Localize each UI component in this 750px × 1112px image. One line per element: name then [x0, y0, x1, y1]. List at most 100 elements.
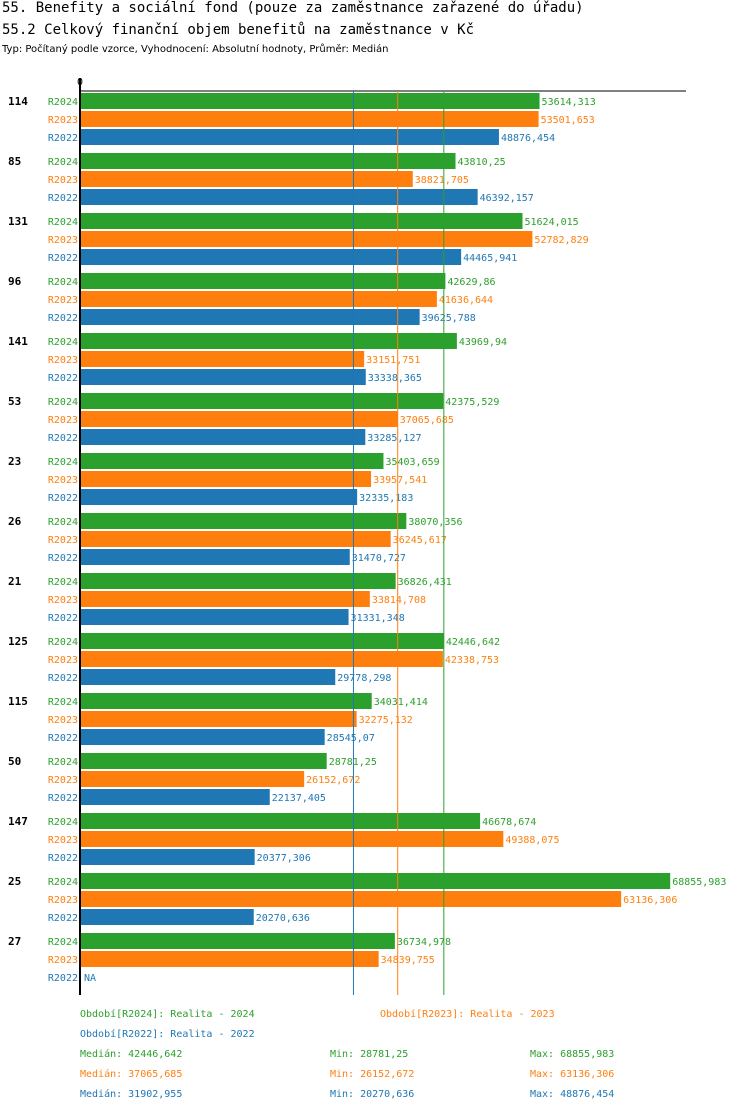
chart-title: 55. Benefity a sociální fond (pouze za z… — [2, 0, 584, 16]
bar-value-label: 35403,659 — [385, 457, 439, 468]
bar — [80, 129, 499, 145]
series-label: R2023 — [48, 415, 78, 426]
bar-value-label: 51624,015 — [524, 217, 578, 228]
series-label: R2024 — [48, 337, 78, 348]
bar — [80, 351, 365, 367]
bar-value-label: 29778,298 — [337, 673, 391, 684]
bar-value-label: 33338,365 — [368, 373, 422, 384]
bar — [80, 513, 407, 529]
bar-value-label: 43969,94 — [459, 337, 507, 348]
legend-max: Max: 68855,983 — [530, 1049, 614, 1060]
bar-value-label: 36826,431 — [398, 577, 452, 588]
bar-value-label: 49388,075 — [505, 835, 559, 846]
legend-period-r2024: Období[R2024]: Realita - 2024 — [80, 1008, 255, 1020]
category-label: 23 — [8, 455, 21, 468]
series-label: R2024 — [48, 157, 78, 168]
bar — [80, 309, 420, 325]
bar — [80, 453, 384, 469]
series-label: R2023 — [48, 715, 78, 726]
category-label: 147 — [8, 815, 28, 828]
bar — [80, 411, 398, 427]
series-label: R2024 — [48, 817, 78, 828]
bar-value-label: 53614,313 — [542, 97, 596, 108]
bar-value-label: 43810,25 — [458, 157, 506, 168]
bar — [80, 93, 540, 109]
bar-value-label: 33285,127 — [367, 433, 421, 444]
category-label: 21 — [8, 575, 22, 588]
series-label: R2022 — [48, 373, 78, 384]
series-label: R2024 — [48, 517, 78, 528]
legend-min: Min: 26152,672 — [330, 1069, 414, 1080]
bar-value-label: 46392,157 — [480, 193, 534, 204]
category-label: 131 — [8, 215, 28, 228]
bar-value-label: 46678,674 — [482, 817, 536, 828]
legend-max: Max: 63136,306 — [530, 1069, 614, 1080]
bar — [80, 651, 443, 667]
bar-value-label: 38821,705 — [415, 175, 469, 186]
category-label: 53 — [8, 395, 21, 408]
bar-value-label: 38070,356 — [408, 517, 462, 528]
bar — [80, 891, 622, 907]
bar — [80, 369, 366, 385]
bar-value-label: 31470,727 — [352, 553, 406, 564]
bar-value-label: 34839,755 — [381, 955, 435, 966]
series-label: R2022 — [48, 793, 78, 804]
bar — [80, 729, 325, 745]
bar-value-label: 53501,653 — [541, 115, 595, 126]
bar — [80, 549, 350, 565]
chart-info: Typ: Počítaný podle vzorce, Vyhodnocení:… — [2, 44, 389, 55]
bar — [80, 231, 533, 247]
bar — [80, 531, 391, 547]
category-label: 85 — [8, 155, 21, 168]
series-label: R2023 — [48, 175, 78, 186]
series-label: R2024 — [48, 877, 78, 888]
series-label: R2022 — [48, 133, 78, 144]
bar-value-label: 20377,306 — [257, 853, 311, 864]
bar-value-label: 36734,978 — [397, 937, 451, 948]
bar — [80, 249, 462, 265]
series-label: R2024 — [48, 637, 78, 648]
series-label: R2024 — [48, 397, 78, 408]
bar-value-label: 42338,753 — [445, 655, 499, 666]
bar — [80, 753, 327, 769]
bar-value-label: 42629,86 — [447, 277, 495, 288]
bar — [80, 831, 504, 847]
bar-value-label: 42375,529 — [445, 397, 499, 408]
series-label: R2024 — [48, 577, 78, 588]
series-label: R2022 — [48, 553, 78, 564]
category-label: 25 — [8, 875, 21, 888]
series-label: R2023 — [48, 355, 78, 366]
series-label: R2023 — [48, 955, 78, 966]
legend-period-r2022: Období[R2022]: Realita - 2022 — [80, 1028, 255, 1040]
bar — [80, 189, 478, 205]
category-label: 114 — [8, 95, 28, 108]
bar — [80, 111, 539, 127]
series-label: R2023 — [48, 835, 78, 846]
category-label: 125 — [8, 635, 28, 648]
series-label: R2024 — [48, 697, 78, 708]
bar-value-label: 28545,07 — [327, 733, 375, 744]
bar-value-label: 33814,708 — [372, 595, 426, 606]
series-label: R2022 — [48, 313, 78, 324]
bar-value-label: 41636,644 — [439, 295, 493, 306]
series-label: R2023 — [48, 115, 78, 126]
bar — [80, 273, 446, 289]
bar — [80, 471, 372, 487]
series-label: R2022 — [48, 733, 78, 744]
bar — [80, 489, 358, 505]
bar — [80, 933, 395, 949]
bar — [80, 393, 444, 409]
bar — [80, 909, 254, 925]
series-label: R2024 — [48, 457, 78, 468]
bar-value-label: 37065,685 — [400, 415, 454, 426]
bar — [80, 789, 270, 805]
bar-value-label: NA — [84, 973, 96, 984]
category-label: 141 — [8, 335, 28, 348]
bar — [80, 633, 444, 649]
series-label: R2022 — [48, 913, 78, 924]
bar — [80, 153, 456, 169]
bar-value-label: 33151,751 — [366, 355, 420, 366]
series-label: R2024 — [48, 217, 78, 228]
series-label: R2023 — [48, 235, 78, 246]
